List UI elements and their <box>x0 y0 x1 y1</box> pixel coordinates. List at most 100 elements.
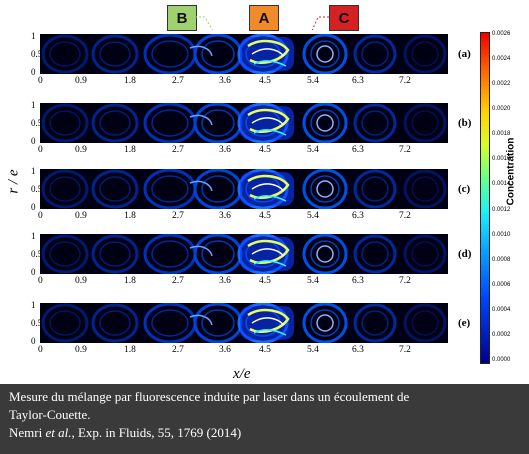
caption-line-2: Taylor-Couette. <box>9 407 91 422</box>
x-tick-label: 1.8 <box>124 345 136 355</box>
colorbar-tick-label: 0.0026 <box>492 31 511 37</box>
caption-line-1: Mesure du mélange par fluorescence indui… <box>9 389 410 404</box>
x-tick-label: 4.5 <box>259 211 271 221</box>
colorbar-tick-label: 0.0008 <box>492 256 511 263</box>
panel-label: (a) <box>458 48 471 60</box>
colorbar-tick-label: 0.0002 <box>492 331 511 338</box>
x-tick-label: 0.9 <box>75 76 87 86</box>
colorbar-label: Concentration <box>505 137 517 206</box>
colorbar-tick-label: 0.0006 <box>492 281 511 288</box>
x-tick-label: 1.8 <box>124 276 136 286</box>
x-tick-label: 4.5 <box>259 345 271 355</box>
colorbar-tick-label: 0.0020 <box>492 106 511 113</box>
citation-etal: et al. <box>45 425 72 440</box>
panel-label: (e) <box>458 317 471 329</box>
citation-authors: Nemri <box>9 425 43 440</box>
colorbar-tick-label: 0.0016 <box>492 156 511 163</box>
x-tick-label: 7.2 <box>399 145 411 155</box>
colorbar-tick-label: 0.0000 <box>492 357 511 363</box>
x-tick-label: 7.2 <box>399 345 411 355</box>
callout-c: C <box>329 5 359 31</box>
x-tick-label: 7.2 <box>399 76 411 86</box>
x-tick-label: 6.3 <box>352 345 364 355</box>
y-tick-label: 0.5 <box>31 49 43 59</box>
y-tick-label: 0.5 <box>31 118 43 128</box>
x-tick-label: 3.6 <box>219 211 231 221</box>
x-tick-label: 3.6 <box>219 145 231 155</box>
colorbar-tick-label: 0.0024 <box>492 56 511 63</box>
x-tick-label: 5.4 <box>307 345 319 355</box>
y-axis-title: r / e <box>5 169 22 194</box>
x-tick-label: 6.3 <box>352 76 364 86</box>
colorbar-tick-label: 0.0012 <box>492 206 511 213</box>
x-tick-label: 2.7 <box>172 211 184 221</box>
x-tick-label: 7.2 <box>399 276 411 286</box>
x-tick-label: 2.7 <box>172 76 184 86</box>
x-tick-label: 1.8 <box>124 211 136 221</box>
flow-panel <box>40 234 448 274</box>
x-tick-label: 3.6 <box>219 276 231 286</box>
x-tick-label: 0.9 <box>75 345 87 355</box>
x-tick-label: 2.7 <box>172 345 184 355</box>
x-tick-label: 7.2 <box>399 211 411 221</box>
y-tick-label: 0.5 <box>31 249 43 259</box>
y-tick-label: 0 <box>31 67 36 77</box>
x-tick-label: 6.3 <box>352 276 364 286</box>
citation-rest: , Exp. in Fluids, 55, 1769 (2014) <box>71 425 242 440</box>
y-tick-label: 0.5 <box>31 318 43 328</box>
y-tick-label: 1 <box>31 31 36 41</box>
y-tick-label: 0 <box>31 267 36 277</box>
y-tick-label: 1 <box>31 166 36 176</box>
x-tick-label: 1.8 <box>124 76 136 86</box>
y-tick-label: 0 <box>31 136 36 146</box>
colorbar-tick-label: 0.0022 <box>492 81 511 88</box>
panel-label: (b) <box>458 117 472 129</box>
x-tick-label: 0 <box>38 276 43 286</box>
x-tick-label: 2.7 <box>172 276 184 286</box>
x-tick-label: 0 <box>38 145 43 155</box>
x-tick-label: 6.3 <box>352 145 364 155</box>
caption-box: Mesure du mélange par fluorescence indui… <box>0 384 529 454</box>
y-tick-label: 1 <box>31 300 36 310</box>
colorbar-tick-label: 0.0010 <box>492 231 511 238</box>
colorbar-tick-label: 0.0014 <box>492 181 511 188</box>
x-tick-label: 1.8 <box>124 145 136 155</box>
x-tick-label: 5.4 <box>307 145 319 155</box>
x-tick-label: 0 <box>38 345 43 355</box>
x-tick-label: 3.6 <box>219 76 231 86</box>
x-tick-label: 5.4 <box>307 211 319 221</box>
y-tick-label: 0 <box>31 202 36 212</box>
flow-panel <box>40 303 448 343</box>
x-tick-label: 5.4 <box>307 276 319 286</box>
x-tick-label: 0 <box>38 211 43 221</box>
figure: B A C (a) 1 0.5 0 0 0.9 1.8 2.7 3.6 4.5 5.4 6.3 7.2(… <box>5 5 517 382</box>
x-tick-label: 4.5 <box>259 76 271 86</box>
colorbar-tick-label: 0.0004 <box>492 306 511 313</box>
x-tick-label: 2.7 <box>172 145 184 155</box>
x-tick-label: 3.6 <box>219 345 231 355</box>
y-tick-label: 0.5 <box>31 184 43 194</box>
x-axis-title: x/e <box>233 366 251 382</box>
x-tick-label: 0 <box>38 76 43 86</box>
flow-panel <box>40 103 448 143</box>
x-tick-label: 0.9 <box>75 211 87 221</box>
colorbar <box>480 32 490 364</box>
x-tick-label: 5.4 <box>307 76 319 86</box>
x-tick-label: 6.3 <box>352 211 364 221</box>
x-tick-label: 4.5 <box>259 145 271 155</box>
y-tick-label: 1 <box>31 100 36 110</box>
x-tick-label: 0.9 <box>75 276 87 286</box>
callout-b: B <box>167 5 197 31</box>
callout-a: A <box>249 5 279 31</box>
panel-label: (d) <box>458 248 472 260</box>
panel-label: (c) <box>458 183 471 195</box>
x-tick-label: 0.9 <box>75 145 87 155</box>
colorbar-tick-label: 0.0018 <box>492 131 511 138</box>
flow-panel <box>40 34 448 74</box>
flow-panel <box>40 169 448 209</box>
x-tick-label: 4.5 <box>259 276 271 286</box>
citation: Nemri et al., Exp. in Fluids, 55, 1769 (… <box>0 424 529 442</box>
y-tick-label: 0 <box>31 336 36 346</box>
callout-leaders <box>195 16 329 30</box>
y-tick-label: 1 <box>31 231 36 241</box>
